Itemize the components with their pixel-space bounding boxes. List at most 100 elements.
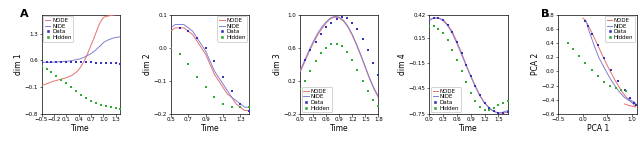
Point xyxy=(326,22,337,24)
Point xyxy=(111,107,121,109)
Point xyxy=(625,96,636,99)
Point xyxy=(76,94,86,96)
Point xyxy=(424,25,435,28)
Point xyxy=(484,108,494,111)
Point xyxy=(244,106,254,108)
Point xyxy=(605,84,615,87)
Point xyxy=(96,62,106,64)
Point xyxy=(337,16,347,18)
Legend: NODE, NIDE, Data, Hidden: NODE, NIDE, Data, Hidden xyxy=(605,16,635,42)
Point xyxy=(183,63,193,65)
Point xyxy=(363,89,373,92)
Point xyxy=(447,49,458,51)
Point xyxy=(461,81,471,84)
Y-axis label: dim 2: dim 2 xyxy=(143,53,152,75)
Point xyxy=(218,76,228,79)
Point xyxy=(332,42,342,45)
Point xyxy=(76,61,86,63)
Point xyxy=(466,74,476,77)
Point xyxy=(353,69,363,71)
Point xyxy=(244,109,254,112)
Point xyxy=(91,102,101,104)
X-axis label: Time: Time xyxy=(459,124,477,133)
Point xyxy=(616,89,626,91)
Point xyxy=(502,100,513,102)
Y-axis label: PCA 2: PCA 2 xyxy=(531,53,540,75)
Point xyxy=(321,26,332,28)
Point xyxy=(192,37,202,39)
Point xyxy=(574,55,584,57)
Point xyxy=(106,62,116,65)
Point xyxy=(81,61,92,64)
Point xyxy=(96,104,106,106)
Point xyxy=(115,63,125,65)
Point xyxy=(111,62,121,65)
Point xyxy=(166,27,176,29)
Legend: NODE, NIDE, Data, Hidden: NODE, NIDE, Data, Hidden xyxy=(218,16,248,42)
Point xyxy=(373,104,383,107)
Legend: NODE, NIDE, Data, Hidden: NODE, NIDE, Data, Hidden xyxy=(431,87,461,112)
Point xyxy=(583,25,593,27)
Point xyxy=(563,42,573,44)
Point xyxy=(56,78,67,81)
Point xyxy=(456,70,467,73)
Point xyxy=(300,59,310,61)
Point xyxy=(295,88,305,90)
Point xyxy=(429,25,439,28)
Point xyxy=(337,45,347,47)
Point xyxy=(61,82,72,85)
Point xyxy=(175,53,185,55)
Point xyxy=(66,61,76,63)
Text: B: B xyxy=(541,9,550,19)
Point xyxy=(568,47,579,50)
Point xyxy=(86,99,96,102)
Point xyxy=(475,94,485,96)
Point xyxy=(613,80,623,82)
Y-axis label: dim 4: dim 4 xyxy=(398,53,408,75)
Point xyxy=(100,62,111,64)
Point xyxy=(71,61,81,63)
Point xyxy=(358,38,368,41)
Point xyxy=(42,68,52,70)
Point xyxy=(91,62,101,64)
Point xyxy=(51,60,61,63)
X-axis label: Time: Time xyxy=(72,124,90,133)
Point xyxy=(452,41,462,43)
Point xyxy=(598,81,609,83)
Point xyxy=(86,61,96,64)
Point xyxy=(300,80,310,82)
Point xyxy=(192,76,202,79)
Point xyxy=(218,103,228,105)
Point xyxy=(326,43,337,46)
Point xyxy=(71,90,81,92)
Point xyxy=(61,60,72,63)
Point xyxy=(209,96,220,99)
Point xyxy=(452,59,462,62)
Point xyxy=(209,60,220,62)
Point xyxy=(66,86,76,88)
Point xyxy=(629,101,639,104)
Point xyxy=(479,108,490,111)
Point xyxy=(295,71,305,74)
Point xyxy=(488,110,499,113)
Point xyxy=(475,106,485,108)
Point xyxy=(227,106,237,108)
Point xyxy=(461,64,471,66)
Point xyxy=(81,97,92,99)
Point xyxy=(429,17,439,19)
Point xyxy=(46,60,56,63)
Legend: NODE, NIDE, Data, Hidden: NODE, NIDE, Data, Hidden xyxy=(301,87,332,112)
Point xyxy=(447,30,458,33)
Point xyxy=(321,47,332,49)
Point xyxy=(342,17,352,19)
X-axis label: PCA 1: PCA 1 xyxy=(586,124,609,133)
Point xyxy=(305,49,316,51)
Point xyxy=(347,59,357,61)
Y-axis label: dim 3: dim 3 xyxy=(273,53,282,75)
X-axis label: Time: Time xyxy=(201,124,220,133)
Point xyxy=(36,65,47,67)
Point xyxy=(42,60,52,63)
Point xyxy=(479,102,490,104)
Point xyxy=(353,28,363,31)
Point xyxy=(606,69,616,71)
